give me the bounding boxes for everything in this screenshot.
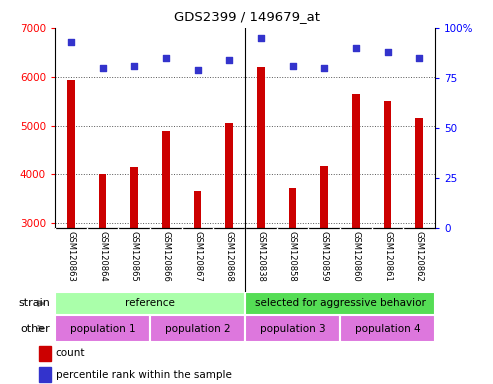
Bar [150,315,245,342]
Point [288,63,296,69]
Bar [99,174,106,369]
Bar [340,315,435,342]
Point [415,55,423,61]
Bar [55,315,150,342]
Text: GDS2399 / 149679_at: GDS2399 / 149679_at [174,10,319,23]
Point [99,65,106,71]
Text: population 1: population 1 [70,323,135,333]
Bar [288,188,296,369]
Text: GSM120858: GSM120858 [288,231,297,282]
Text: GSM120862: GSM120862 [415,231,423,282]
Bar [245,292,435,315]
Bar [415,118,423,369]
Text: percentile rank within the sample: percentile rank within the sample [56,370,232,380]
Bar [245,315,340,342]
Point [384,49,391,55]
Text: GSM120838: GSM120838 [256,231,265,282]
Point [130,63,138,69]
Bar [194,191,202,369]
Bar [257,67,265,369]
Point [352,45,360,51]
Point [225,57,233,63]
Text: population 4: population 4 [354,323,421,333]
Text: GSM120863: GSM120863 [67,231,75,282]
Text: population 3: population 3 [260,323,325,333]
Bar [162,131,170,369]
Text: GSM120865: GSM120865 [130,231,139,282]
Bar [225,123,233,369]
Text: GSM120860: GSM120860 [352,231,360,282]
Text: GSM120864: GSM120864 [98,231,107,282]
Bar [352,94,360,369]
Point [67,39,75,45]
Point [257,35,265,41]
Text: GSM120867: GSM120867 [193,231,202,282]
Bar [39,346,51,361]
Text: reference: reference [125,298,175,308]
Bar [384,101,391,369]
Point [162,55,170,61]
Bar [320,166,328,369]
Point [194,67,202,73]
Text: selected for aggressive behavior: selected for aggressive behavior [254,298,425,308]
Text: GSM120861: GSM120861 [383,231,392,282]
Bar [67,80,75,369]
Text: population 2: population 2 [165,323,230,333]
Point [320,65,328,71]
Bar [39,367,51,382]
Bar [55,292,245,315]
Text: GSM120859: GSM120859 [319,231,329,282]
Bar [130,167,138,369]
Text: count: count [56,348,85,358]
Text: strain: strain [18,298,50,308]
Text: GSM120866: GSM120866 [161,231,171,282]
Text: other: other [20,323,50,333]
Text: GSM120868: GSM120868 [225,231,234,282]
